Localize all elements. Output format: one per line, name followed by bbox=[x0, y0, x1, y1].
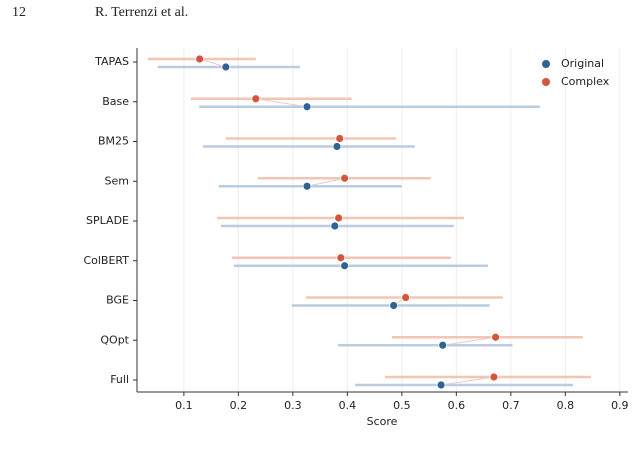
legend-label: Complex bbox=[561, 75, 610, 88]
y-tick-label: ColBERT bbox=[83, 254, 129, 267]
x-tick-label: 0.2 bbox=[230, 399, 248, 412]
dot bbox=[438, 340, 448, 350]
x-tick-label: 0.6 bbox=[448, 399, 466, 412]
y-tick-label: SPLADE bbox=[86, 214, 129, 227]
y-tick-label: Base bbox=[102, 95, 129, 108]
y-tick-label: TAPAS bbox=[94, 55, 129, 68]
dot bbox=[195, 54, 205, 64]
dot bbox=[340, 261, 350, 271]
x-tick-label: 0.3 bbox=[284, 399, 302, 412]
connector bbox=[199, 58, 226, 68]
y-tick-label: Sem bbox=[105, 174, 129, 187]
y-tick-label: BGE bbox=[106, 294, 129, 307]
y-tick-label: BM25 bbox=[98, 135, 129, 148]
x-axis-label: Score bbox=[367, 415, 398, 428]
dot bbox=[340, 173, 350, 183]
x-tick-label: 0.9 bbox=[611, 399, 629, 412]
y-tick-label: Full bbox=[110, 373, 129, 386]
legend-marker bbox=[542, 78, 550, 86]
dot bbox=[491, 332, 500, 342]
dot bbox=[330, 221, 340, 231]
dot bbox=[251, 94, 261, 104]
connector bbox=[442, 336, 496, 346]
running-head: R. Terrenzi et al. bbox=[95, 5, 188, 20]
x-tick-label: 0.1 bbox=[175, 399, 193, 412]
legend-label: Original bbox=[561, 57, 604, 70]
x-tick-label: 0.5 bbox=[393, 399, 411, 412]
dot bbox=[401, 293, 411, 302]
dot bbox=[436, 380, 446, 390]
connector bbox=[306, 177, 345, 187]
page-number: 12 bbox=[12, 5, 26, 20]
dot bbox=[334, 213, 344, 223]
dot bbox=[332, 142, 342, 151]
x-tick-label: 0.7 bbox=[502, 399, 520, 412]
dot bbox=[336, 253, 346, 263]
legend-marker bbox=[542, 60, 550, 68]
y-tick-label: QOpt bbox=[100, 333, 129, 346]
dot bbox=[489, 372, 499, 382]
dot bbox=[302, 181, 312, 191]
dot bbox=[389, 301, 399, 310]
dot bbox=[335, 134, 345, 143]
dot bbox=[221, 62, 231, 72]
dot bbox=[302, 102, 312, 112]
connector bbox=[441, 376, 495, 386]
connector bbox=[255, 98, 308, 108]
x-tick-label: 0.8 bbox=[557, 399, 575, 412]
x-tick-label: 0.4 bbox=[339, 399, 357, 412]
